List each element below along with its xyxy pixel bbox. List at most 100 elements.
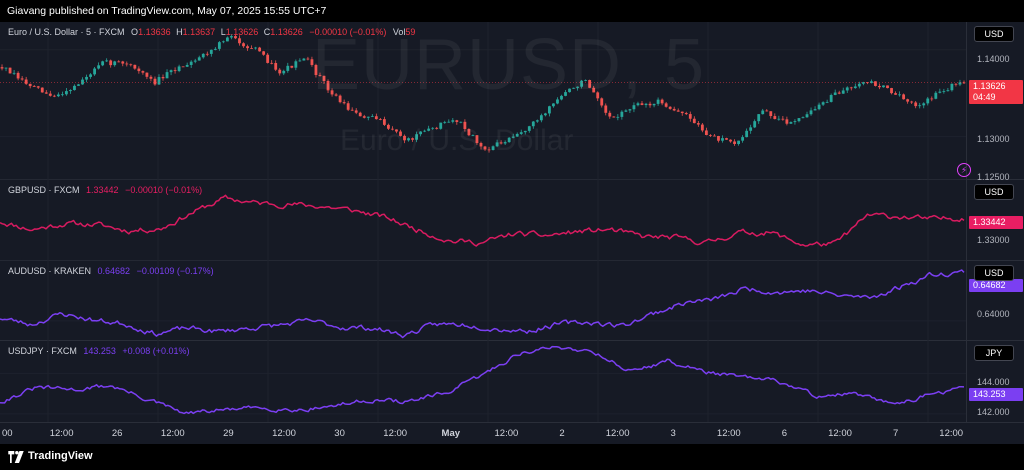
- candle-body: [282, 70, 286, 74]
- time-axis[interactable]: 00 12:00 26 12:00 29 12:00 30 12:00 May 12:00 2 12:…: [0, 422, 1024, 444]
- candle-body: [8, 67, 12, 74]
- candle-body: [785, 119, 789, 124]
- candle-body: [910, 101, 914, 103]
- candle-body: [745, 130, 749, 138]
- candle-body: [845, 87, 849, 91]
- candle-body: [495, 142, 499, 147]
- candle-body: [338, 95, 342, 103]
- candle-body: [238, 38, 241, 44]
- candle-body: [439, 122, 443, 129]
- time-label: 30: [334, 428, 345, 439]
- eurusd-pane[interactable]: EURUSD, 5 Euro / U.S. Dollar Euro / U.S.…: [0, 22, 1024, 182]
- candle-body: [930, 98, 934, 100]
- candle-body: [169, 70, 173, 73]
- gbpusd-line[interactable]: [0, 180, 966, 261]
- candle-body: [20, 78, 24, 80]
- audusd-line[interactable]: [0, 261, 966, 341]
- candle-body: [326, 80, 330, 91]
- description-watermark: Euro / U.S. Dollar: [340, 124, 574, 157]
- audusd-pane[interactable]: AUDUSD · KRAKEN 0.64682 −0.00109 (−0.17%…: [0, 261, 1024, 341]
- candle-body: [346, 103, 350, 110]
- candle-body: [652, 103, 656, 106]
- candle-body: [358, 112, 362, 117]
- eurusd-candles[interactable]: [0, 22, 966, 180]
- open-value: 1.13636: [138, 27, 171, 37]
- candle-body: [125, 63, 129, 65]
- candle-body: [455, 120, 459, 122]
- candle-body: [0, 67, 4, 69]
- candle-body: [608, 112, 612, 117]
- candle-body: [789, 122, 793, 124]
- candle-body: [684, 113, 688, 115]
- eurusd-tick: 1.12500: [977, 172, 1010, 182]
- candle-body: [825, 101, 829, 103]
- candle-body: [600, 98, 604, 106]
- gbpusd-currency-button[interactable]: USD: [974, 184, 1014, 200]
- audusd-plot[interactable]: [0, 261, 966, 341]
- candle-body: [946, 90, 950, 92]
- candle-body: [882, 85, 885, 88]
- chart-area[interactable]: EURUSD, 5 Euro / U.S. Dollar Euro / U.S.…: [0, 22, 1024, 444]
- candle-body: [234, 36, 237, 39]
- candle-body: [137, 68, 141, 72]
- usdjpy-line[interactable]: [0, 341, 966, 422]
- candle-body: [52, 95, 56, 97]
- candle-body: [616, 116, 620, 118]
- candle-body: [950, 83, 954, 91]
- candle-body: [407, 138, 410, 141]
- candle-body: [620, 111, 624, 117]
- candle-body: [729, 139, 732, 142]
- footer: TradingView: [0, 444, 1024, 470]
- candle-body: [258, 47, 262, 52]
- eurusd-currency-button[interactable]: USD: [974, 26, 1014, 42]
- candle-body: [584, 80, 588, 81]
- candle-body: [628, 109, 632, 111]
- candle-body: [423, 130, 427, 132]
- candle-body: [97, 65, 101, 69]
- eurusd-change: −0.00010 (−0.01%): [309, 27, 387, 37]
- gbpusd-pane[interactable]: GBPUSD · FXCM 1.33442 −0.00010 (−0.01%) …: [0, 180, 1024, 261]
- audusd-currency-button[interactable]: USD: [974, 265, 1014, 281]
- candle-body: [648, 103, 652, 106]
- candle-body: [24, 79, 28, 84]
- candle-body: [676, 110, 680, 112]
- candle-body: [431, 127, 435, 129]
- candle-body: [294, 61, 298, 68]
- candle-body: [781, 118, 785, 120]
- candle-body: [926, 98, 930, 104]
- candle-body: [205, 53, 209, 55]
- candle-body: [161, 77, 165, 79]
- candle-body: [221, 41, 225, 43]
- candle-body: [733, 141, 736, 144]
- candle-body: [290, 65, 294, 68]
- time-label: 12:00: [716, 428, 741, 439]
- usdjpy-plot[interactable]: [0, 341, 966, 422]
- candle-body: [451, 120, 455, 122]
- usdjpy-currency-button[interactable]: JPY: [974, 345, 1014, 361]
- eurusd-plot[interactable]: EURUSD, 5 Euro / U.S. Dollar: [0, 22, 966, 180]
- candle-body: [660, 99, 664, 104]
- candle-body: [117, 61, 121, 63]
- candle-body: [725, 138, 728, 140]
- candle-body: [89, 74, 92, 77]
- time-label: 12:00: [828, 428, 852, 439]
- audusd-value: 0.64682: [97, 266, 131, 276]
- candle-body: [890, 88, 893, 94]
- candle-body: [467, 129, 471, 136]
- candle-body: [491, 146, 495, 151]
- candle-body: [399, 131, 402, 136]
- candle-body: [226, 37, 229, 42]
- candle-body: [503, 142, 507, 144]
- time-label: 12:00: [494, 428, 519, 439]
- eurusd-price-axis[interactable]: 1.14000 1.13000 1.12500 1.13626 04:49: [966, 22, 1024, 182]
- gbpusd-plot[interactable]: [0, 180, 966, 261]
- flash-icon[interactable]: ⚡: [957, 163, 971, 177]
- usdjpy-pane[interactable]: USDJPY · FXCM 143.253 +0.008 (+0.01%) 14…: [0, 341, 1024, 422]
- candle-body: [81, 79, 84, 85]
- candle-body: [749, 127, 753, 131]
- candle-body: [894, 93, 897, 95]
- candle-body: [737, 140, 740, 144]
- candle-body: [668, 106, 672, 109]
- audusd-tick: 0.64000: [977, 309, 1010, 319]
- time-label: 00: [2, 428, 13, 439]
